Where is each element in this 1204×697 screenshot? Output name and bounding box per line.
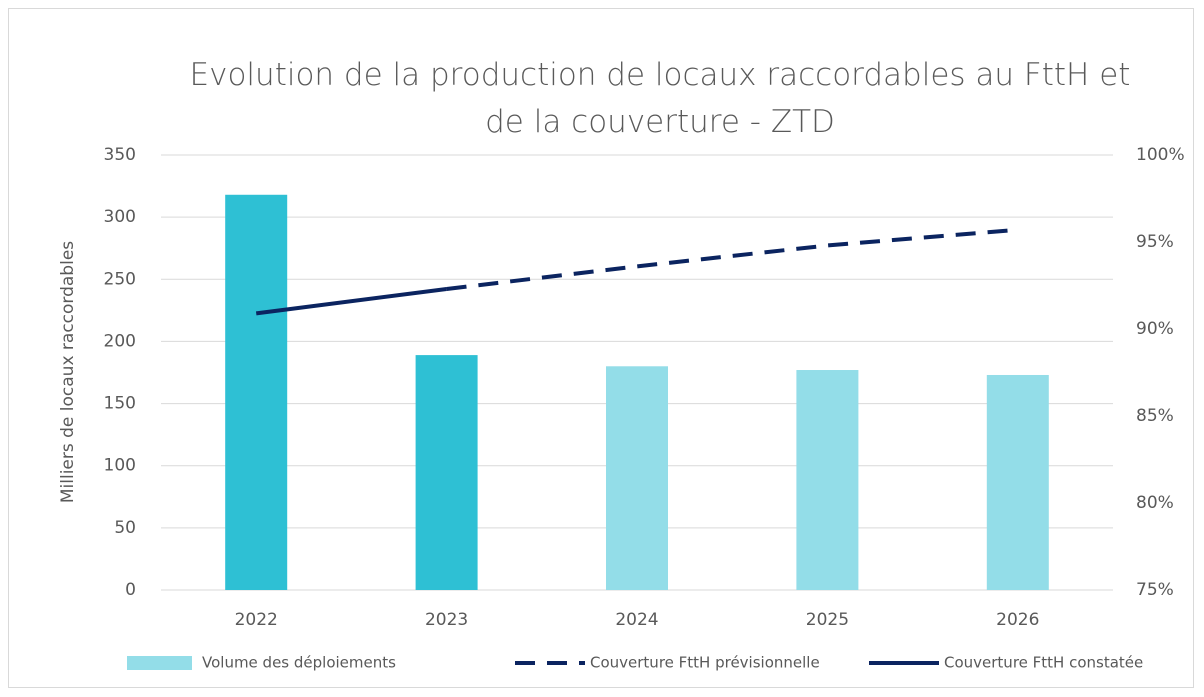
y2-tick-label: 80%: [1136, 493, 1174, 513]
chart-title: Evolution de la production de locaux rac…: [189, 57, 1131, 140]
x-tick-label: 2024: [615, 610, 658, 630]
y2-tick-label: 100%: [1136, 145, 1185, 165]
legend-label: Volume des déploiements: [202, 654, 396, 672]
y-axis-label: Milliers de locaux raccordables: [58, 241, 78, 503]
y-tick-label: 50: [114, 518, 136, 538]
y-tick-label: 250: [104, 269, 136, 289]
x-tick-label: 2026: [996, 610, 1039, 630]
y-tick-label: 350: [104, 145, 136, 165]
legend-swatch: [127, 656, 192, 670]
x-tick-label: 2023: [425, 610, 468, 630]
y2-tick-label: 90%: [1136, 319, 1174, 339]
bar: [796, 370, 859, 590]
x-tick-label: 2022: [235, 610, 278, 630]
y-tick-label: 300: [104, 207, 136, 227]
y2-tick-label: 95%: [1136, 232, 1174, 252]
y2-tick-label: 85%: [1136, 406, 1174, 426]
bar: [225, 194, 288, 590]
y-tick-label: 150: [104, 394, 136, 414]
legend-label: Couverture FttH constatée: [944, 654, 1143, 672]
bar: [415, 355, 478, 590]
legend-label: Couverture FttH prévisionnelle: [590, 654, 820, 672]
y-tick-label: 200: [104, 331, 136, 351]
bar: [606, 366, 668, 590]
y-tick-label: 0: [125, 580, 136, 600]
chart-frame: [8, 8, 1194, 688]
line-series: [255, 286, 447, 316]
line-series: [446, 227, 1018, 291]
y2-tick-label: 75%: [1136, 580, 1174, 600]
bar: [986, 374, 1049, 590]
y-tick-label: 100: [104, 456, 136, 476]
x-tick-label: 2025: [806, 610, 849, 630]
